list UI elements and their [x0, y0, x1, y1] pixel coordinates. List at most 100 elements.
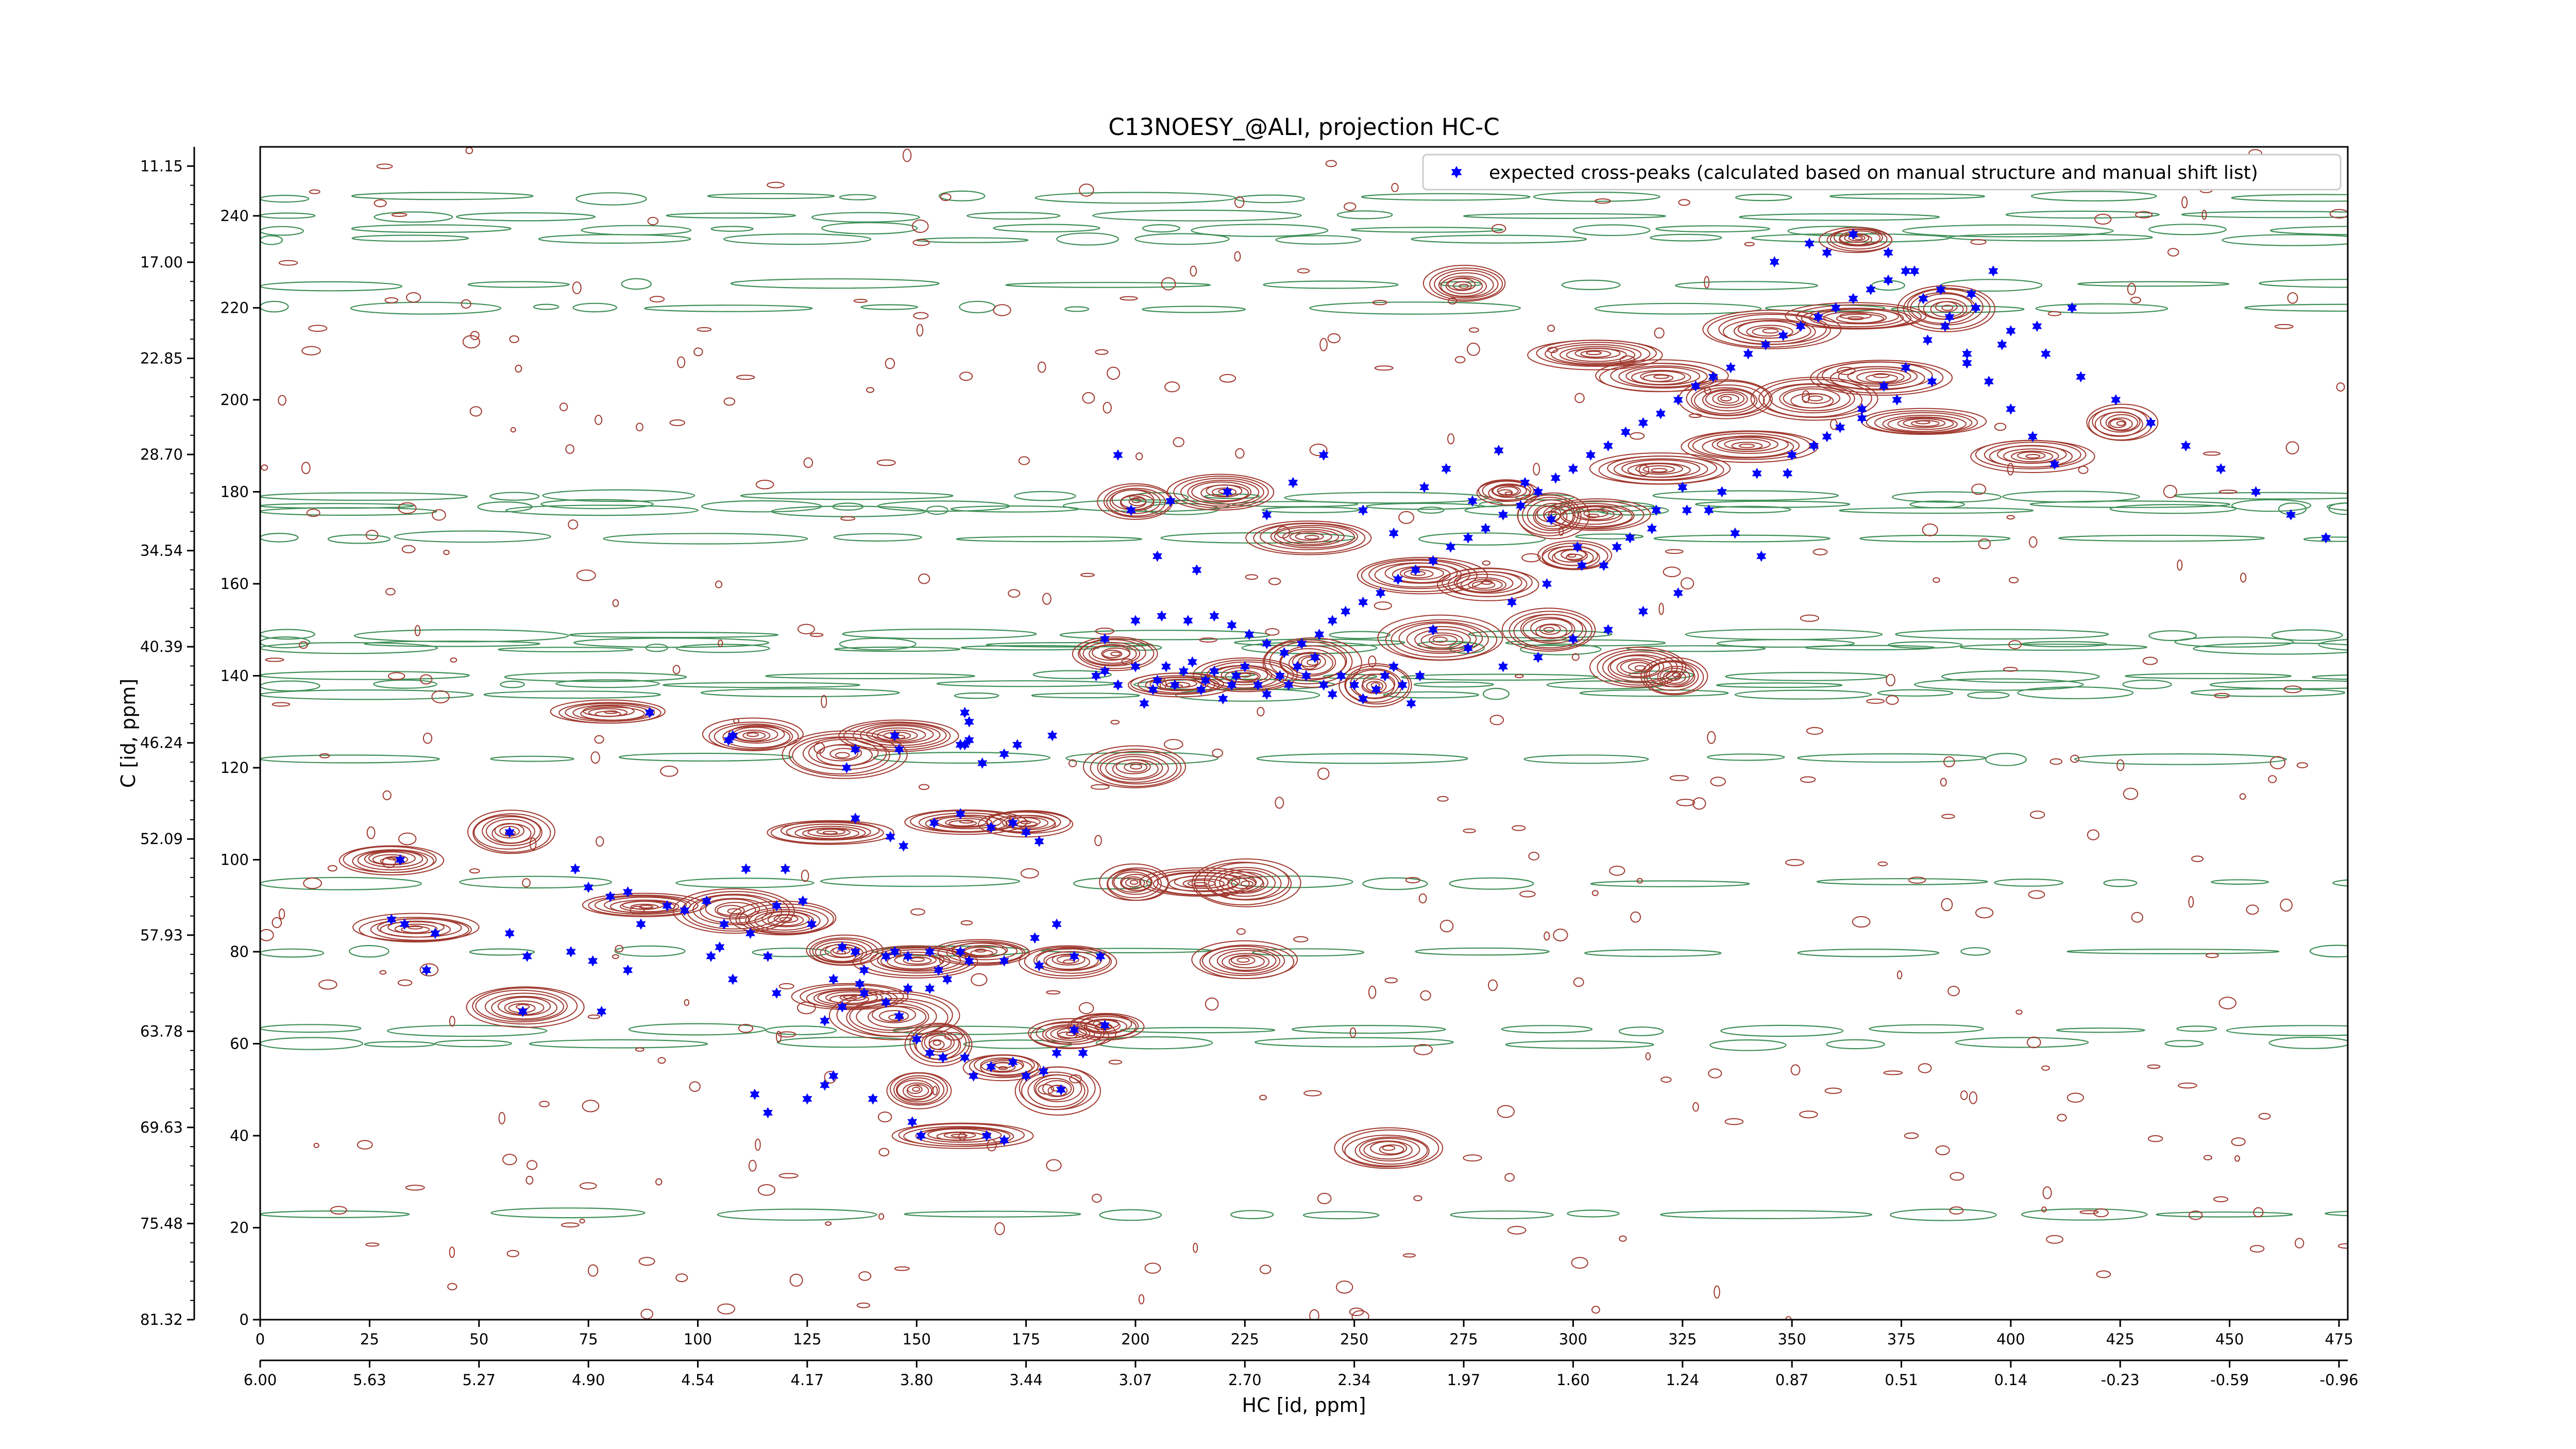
cross-peak-marker — [1012, 739, 1023, 751]
noise-contour — [1317, 1192, 1332, 1204]
positive-contour-ring — [736, 730, 771, 742]
cross-peak-marker — [1756, 550, 1767, 562]
noise-contour — [736, 375, 755, 380]
positive-contour-ring — [1609, 655, 1665, 679]
positive-contour-ring — [343, 846, 437, 873]
negative-contour-streak — [1263, 280, 1399, 289]
noise-contour — [1275, 797, 1284, 809]
noise-contour — [398, 832, 417, 846]
noise-contour — [2239, 793, 2246, 800]
noise-contour — [878, 1213, 885, 1220]
cross-peak-marker — [1056, 1084, 1066, 1096]
noise-contour — [1504, 1173, 1515, 1182]
positive-contour-ring — [1083, 1018, 1127, 1035]
positive-contour-ring — [1642, 465, 1675, 474]
cross-peak-marker — [890, 730, 900, 742]
positive-contour-ring — [1874, 412, 1973, 434]
positive-contour-ring — [1398, 622, 1483, 654]
negative-contour-streak — [2222, 234, 2348, 246]
cross-peak-marker — [1161, 661, 1171, 672]
positive-contour-ring — [1282, 529, 1339, 545]
x-index-tick-label: 225 — [1231, 1330, 1259, 1348]
cross-peak-marker — [1388, 661, 1399, 672]
noise-contour — [299, 641, 308, 649]
cross-peak-marker — [1183, 615, 1193, 627]
negative-contour-streak — [1955, 1037, 2089, 1048]
positive-contour-ring — [1659, 668, 1690, 685]
cross-peak-marker — [1848, 293, 1858, 305]
noise-contour — [918, 784, 930, 790]
cross-peak-marker — [969, 1070, 979, 1082]
positive-contour-ring — [1783, 388, 1841, 409]
noise-contour — [814, 742, 825, 754]
noise-contour — [2203, 451, 2221, 456]
positive-contour-ring — [1613, 458, 1708, 480]
noise-contour — [1790, 1064, 1801, 1076]
cross-peak-marker — [841, 762, 852, 773]
noise-contour — [1319, 338, 1328, 351]
noise-contour — [2201, 209, 2207, 220]
cross-peak-marker — [2032, 321, 2042, 332]
negative-contour-streak — [926, 506, 948, 515]
noise-contour — [449, 1246, 455, 1258]
cross-peak-marker — [623, 964, 633, 976]
noise-contour — [1638, 464, 1650, 476]
positive-contour-ring — [1089, 644, 1137, 664]
negative-contour-streak — [1720, 1024, 1844, 1037]
positive-contour-ring — [792, 736, 890, 774]
noise-contour — [2329, 209, 2348, 218]
noise-contour — [1547, 347, 1558, 353]
cross-peak-marker — [1327, 688, 1337, 700]
noise-contour — [327, 865, 337, 872]
positive-contour-ring — [1342, 1129, 1439, 1167]
noise-contour — [1877, 861, 1888, 867]
negative-contour-streak — [260, 503, 415, 509]
noise-contour — [2042, 1186, 2052, 1200]
positive-contour-ring — [1750, 377, 1878, 421]
positive-contour-ring — [904, 809, 1028, 835]
negative-contour-streak — [1734, 689, 1872, 700]
positive-contour-ring — [877, 730, 918, 742]
cross-peak-marker — [925, 983, 935, 995]
positive-contour-ring — [978, 811, 1074, 838]
positive-contour-ring — [1090, 749, 1182, 787]
noise-contour — [2285, 441, 2299, 454]
y-index-tick-label: 220 — [221, 299, 249, 316]
cross-peak-marker — [1612, 541, 1622, 553]
cross-peak-marker — [2251, 486, 2261, 498]
noise-contour — [515, 364, 522, 373]
noise-contour — [757, 1184, 776, 1196]
negative-contour-streak — [2268, 1036, 2348, 1049]
cross-peak-marker — [1253, 679, 1263, 691]
cross-peak-marker — [955, 739, 965, 751]
cross-peak-marker — [1406, 698, 1416, 709]
noise-contour — [1095, 349, 1109, 355]
cross-peak-marker — [1419, 481, 1430, 493]
positive-contour-ring — [1640, 370, 1686, 383]
noise-contour — [2057, 1114, 2067, 1122]
noise-contour — [1645, 1052, 1651, 1060]
positive-contour-ring — [770, 821, 884, 844]
negative-contour-streak — [386, 1024, 548, 1037]
positive-contour-ring — [1228, 954, 1265, 969]
x-index-tick-label: 475 — [2325, 1330, 2353, 1348]
cross-peak-marker — [1227, 679, 1237, 691]
noise-contour — [1970, 239, 1987, 245]
noise-contour — [697, 327, 712, 332]
positive-contour-ring — [754, 911, 815, 931]
negative-contour-streak — [353, 629, 569, 643]
noise-contour — [2066, 1092, 2084, 1103]
y-index-tick-label: 40 — [230, 1127, 249, 1144]
cross-peak-marker — [2146, 417, 2156, 429]
noise-contour — [910, 908, 925, 916]
negative-contour-streak — [1967, 691, 2010, 699]
noise-contour — [615, 945, 624, 953]
positive-contour-ring — [780, 821, 880, 840]
noise-contour — [1573, 977, 1584, 987]
positive-contour-ring — [1651, 468, 1668, 473]
noise-contour — [2135, 211, 2153, 218]
cross-peak-marker — [981, 1130, 992, 1141]
positive-contour-ring — [588, 895, 699, 917]
positive-contour-ring — [1437, 568, 1539, 601]
positive-contour-ring — [1422, 264, 1506, 302]
